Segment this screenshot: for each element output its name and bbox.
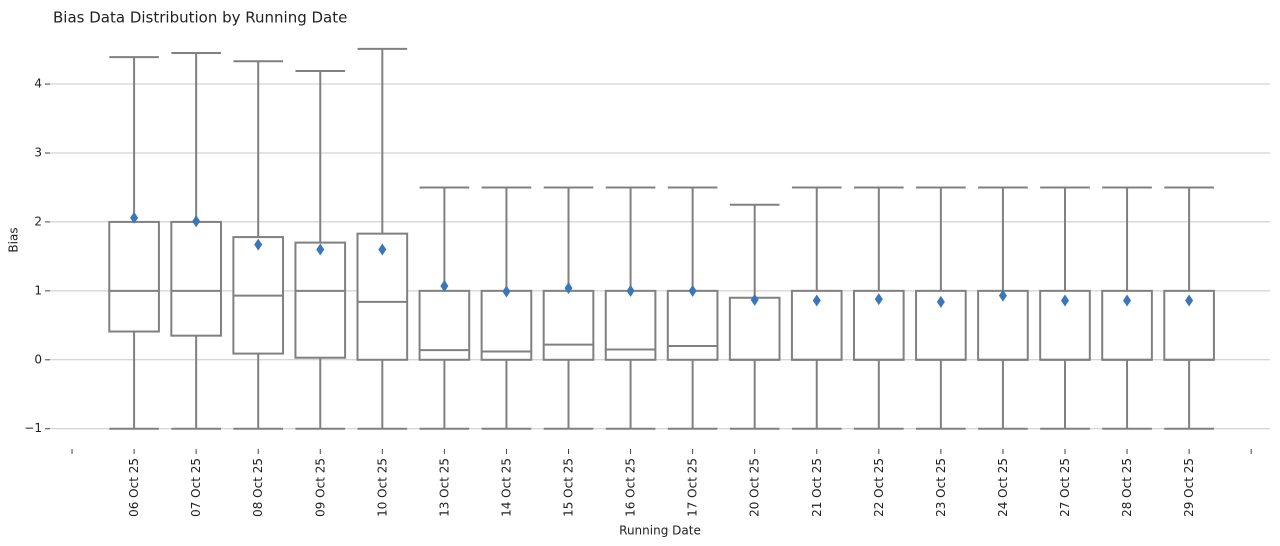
box	[294, 241, 347, 359]
x-tick-label: 15 Oct 25	[562, 458, 576, 517]
box	[666, 289, 719, 361]
box	[977, 289, 1029, 361]
mean-marker	[936, 295, 945, 308]
mean-marker	[254, 238, 263, 251]
mean-marker	[192, 215, 201, 228]
box	[108, 220, 160, 333]
box	[542, 289, 595, 361]
y-tick-label: 4	[34, 77, 42, 91]
x-axis-label: Running Date	[619, 524, 701, 538]
chart-title: Bias Data Distribution by Running Date	[53, 9, 347, 27]
mean-marker	[812, 294, 821, 307]
x-tick-label: 23 Oct 25	[934, 458, 948, 517]
x-tick-label: 09 Oct 25	[313, 458, 327, 517]
box	[480, 289, 533, 361]
mean-marker	[502, 285, 511, 298]
x-tick-label: 17 Oct 25	[686, 458, 700, 517]
mean-marker	[874, 293, 883, 306]
x-tick-label: 29 Oct 25	[1182, 458, 1196, 517]
x-tick-label: 16 Oct 25	[624, 458, 638, 517]
box	[728, 296, 781, 361]
mean-marker	[316, 243, 325, 256]
x-tick-label: 08 Oct 25	[251, 458, 265, 517]
y-tick-label: 0	[34, 352, 42, 366]
y-axis-label: Bias	[7, 227, 21, 252]
y-tick-label: −1	[24, 421, 42, 435]
x-tick-label: 27 Oct 25	[1058, 458, 1072, 517]
mean-marker	[750, 293, 759, 306]
x-tick-label: 21 Oct 25	[810, 458, 824, 517]
mean-marker	[1123, 294, 1132, 307]
box	[170, 220, 222, 337]
mean-marker	[130, 211, 139, 224]
x-tick-label: 22 Oct 25	[872, 458, 886, 517]
y-tick-label: 3	[34, 145, 42, 159]
x-tick-label: 14 Oct 25	[499, 458, 513, 517]
mean-marker	[626, 284, 635, 297]
mean-marker	[1060, 294, 1069, 307]
y-tick-label: 2	[34, 214, 42, 228]
x-tick-label: 28 Oct 25	[1120, 458, 1134, 517]
x-tick-label: 24 Oct 25	[996, 458, 1010, 517]
x-tick-label: 10 Oct 25	[375, 458, 389, 517]
mean-marker	[688, 284, 697, 297]
mean-marker	[998, 289, 1007, 302]
x-tick-label: 13 Oct 25	[437, 458, 451, 517]
x-tick-label: 07 Oct 25	[189, 458, 203, 517]
y-tick-label: 1	[34, 283, 42, 297]
mean-marker	[440, 280, 449, 293]
mean-marker	[564, 282, 573, 295]
mean-marker	[378, 243, 387, 256]
x-tick-label: 20 Oct 25	[748, 458, 762, 517]
x-tick-label: 06 Oct 25	[127, 458, 141, 517]
mean-marker	[1185, 294, 1194, 307]
